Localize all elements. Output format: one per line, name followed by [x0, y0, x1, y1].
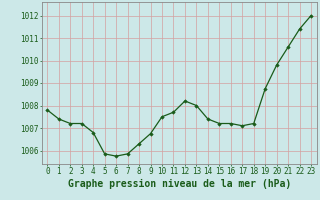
- X-axis label: Graphe pression niveau de la mer (hPa): Graphe pression niveau de la mer (hPa): [68, 179, 291, 189]
